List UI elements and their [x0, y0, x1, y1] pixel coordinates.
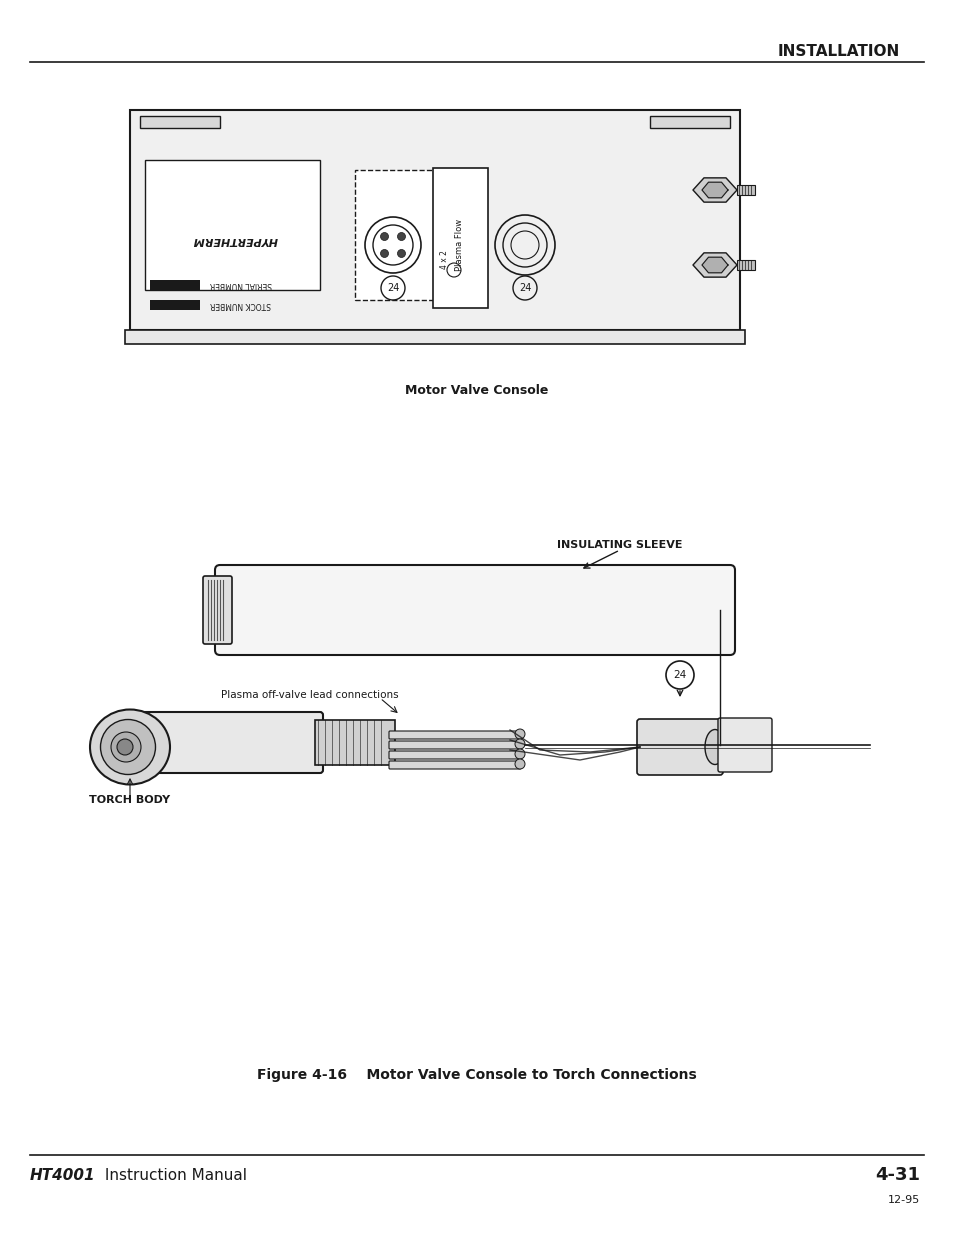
FancyBboxPatch shape — [145, 161, 319, 290]
Text: SERIAL NUMBER: SERIAL NUMBER — [210, 280, 272, 289]
Text: 4 x 2: 4 x 2 — [440, 251, 449, 269]
Polygon shape — [692, 253, 737, 277]
Circle shape — [515, 760, 524, 769]
FancyBboxPatch shape — [314, 720, 395, 764]
Polygon shape — [701, 257, 727, 273]
Text: 4-31: 4-31 — [874, 1166, 919, 1184]
Circle shape — [397, 232, 405, 241]
Text: 24: 24 — [673, 671, 686, 680]
Ellipse shape — [100, 720, 155, 774]
Circle shape — [380, 232, 388, 241]
FancyBboxPatch shape — [150, 300, 200, 310]
FancyBboxPatch shape — [125, 330, 744, 345]
Text: Motor Valve Console: Motor Valve Console — [405, 384, 548, 396]
Text: HYPERTHERM: HYPERTHERM — [193, 235, 277, 245]
Text: Plasma off-valve lead connections: Plasma off-valve lead connections — [221, 690, 398, 700]
Circle shape — [397, 249, 405, 257]
Polygon shape — [692, 178, 737, 203]
Text: 24: 24 — [386, 283, 398, 293]
Ellipse shape — [90, 709, 170, 784]
FancyBboxPatch shape — [737, 261, 754, 270]
Text: Plasma Flow: Plasma Flow — [455, 219, 464, 270]
FancyBboxPatch shape — [649, 116, 729, 128]
FancyBboxPatch shape — [203, 576, 232, 643]
Text: INSTALLATION: INSTALLATION — [777, 44, 899, 59]
FancyBboxPatch shape — [355, 170, 435, 300]
Circle shape — [380, 249, 388, 257]
Circle shape — [117, 739, 132, 755]
Ellipse shape — [704, 730, 724, 764]
FancyBboxPatch shape — [130, 110, 740, 330]
FancyBboxPatch shape — [389, 751, 520, 760]
FancyBboxPatch shape — [737, 185, 754, 195]
Text: INSULATING SLEEVE: INSULATING SLEEVE — [557, 540, 682, 550]
FancyBboxPatch shape — [214, 564, 734, 655]
Circle shape — [515, 729, 524, 739]
FancyBboxPatch shape — [433, 168, 488, 308]
Text: Instruction Manual: Instruction Manual — [100, 1167, 247, 1182]
FancyBboxPatch shape — [389, 731, 520, 739]
FancyBboxPatch shape — [389, 741, 520, 748]
FancyBboxPatch shape — [117, 713, 323, 773]
Text: 24: 24 — [518, 283, 531, 293]
Ellipse shape — [111, 732, 141, 762]
Circle shape — [515, 748, 524, 760]
Text: Figure 4-16    Motor Valve Console to Torch Connections: Figure 4-16 Motor Valve Console to Torch… — [257, 1068, 696, 1082]
Text: STOCK NUMBER: STOCK NUMBER — [210, 300, 271, 310]
Circle shape — [515, 739, 524, 748]
FancyBboxPatch shape — [140, 116, 220, 128]
Text: 12-95: 12-95 — [887, 1195, 919, 1205]
Text: TORCH BODY: TORCH BODY — [90, 795, 171, 805]
Text: HT4001: HT4001 — [30, 1167, 95, 1182]
FancyBboxPatch shape — [718, 718, 771, 772]
Polygon shape — [701, 183, 727, 198]
FancyBboxPatch shape — [389, 761, 520, 769]
FancyBboxPatch shape — [150, 280, 200, 290]
FancyBboxPatch shape — [637, 719, 722, 776]
